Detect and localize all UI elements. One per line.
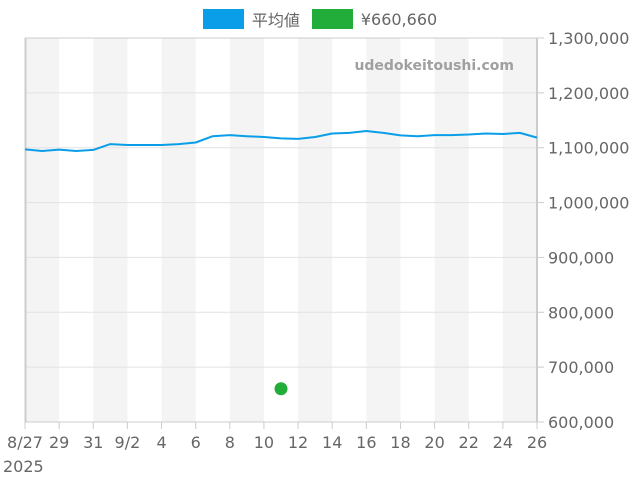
y-tick-label: 600,000 (548, 413, 614, 432)
x-tick-label: 9/2 (115, 433, 141, 452)
x-axis-ticks: 8/27 29 31 9/2 4 6 8 10 12 14 16 18 20 22 24 26 (7, 422, 547, 452)
gridlines (25, 92, 537, 368)
y-tick-label: 700,000 (548, 358, 614, 377)
y-tick-label: 800,000 (548, 303, 614, 322)
y-tick-label: 1,200,000 (548, 84, 629, 103)
shaded-band (25, 38, 60, 422)
legend-swatch-blue (202, 9, 244, 29)
x-tick-label: 16 (356, 433, 376, 452)
x-tick-label: 24 (493, 433, 513, 452)
y-tick-label: 900,000 (548, 248, 614, 267)
x-tick-label: 29 (49, 433, 69, 452)
legend-label: ¥660,660 (360, 9, 438, 29)
legend-item-price[interactable]: ¥660,660 (311, 9, 438, 29)
legend-item-average[interactable]: 平均値 (202, 7, 300, 31)
alternating-day-bands (25, 38, 537, 422)
x-tick-label: 4 (156, 433, 166, 452)
chart-legend: 平均値 ¥660,660 (0, 7, 640, 31)
shaded-band (502, 38, 537, 422)
x-tick-label: 31 (83, 433, 103, 452)
listing-price-point[interactable] (274, 382, 288, 396)
x-axis-year-label: 2025 (3, 457, 44, 476)
x-tick-label: 14 (322, 433, 342, 452)
shaded-band (298, 38, 333, 422)
shaded-band (434, 38, 469, 422)
x-tick-label: 8 (225, 433, 235, 452)
x-tick-label: 12 (288, 433, 308, 452)
shaded-band (93, 38, 128, 422)
x-tick-label: 26 (527, 433, 547, 452)
x-tick-label: 6 (191, 433, 201, 452)
x-tick-label: 10 (254, 433, 274, 452)
legend-swatch-green (311, 9, 353, 29)
y-tick-label: 1,000,000 (548, 194, 629, 213)
x-tick-label: 20 (424, 433, 444, 452)
average-price-line (24, 130, 538, 152)
shaded-band (366, 38, 401, 422)
x-tick-label: 8/27 (7, 433, 43, 452)
y-tick-label: 1,300,000 (548, 29, 629, 48)
watermark: udedokeitoushi.com (354, 58, 514, 74)
x-tick-label: 22 (459, 433, 479, 452)
legend-label: 平均値 (251, 11, 300, 30)
y-axis-ticks: 1,300,000 1,200,000 1,100,000 1,000,000 900,… (537, 29, 629, 432)
shaded-band (229, 38, 264, 422)
shaded-band (161, 38, 196, 422)
x-tick-label: 18 (390, 433, 410, 452)
y-tick-label: 1,100,000 (548, 139, 629, 158)
